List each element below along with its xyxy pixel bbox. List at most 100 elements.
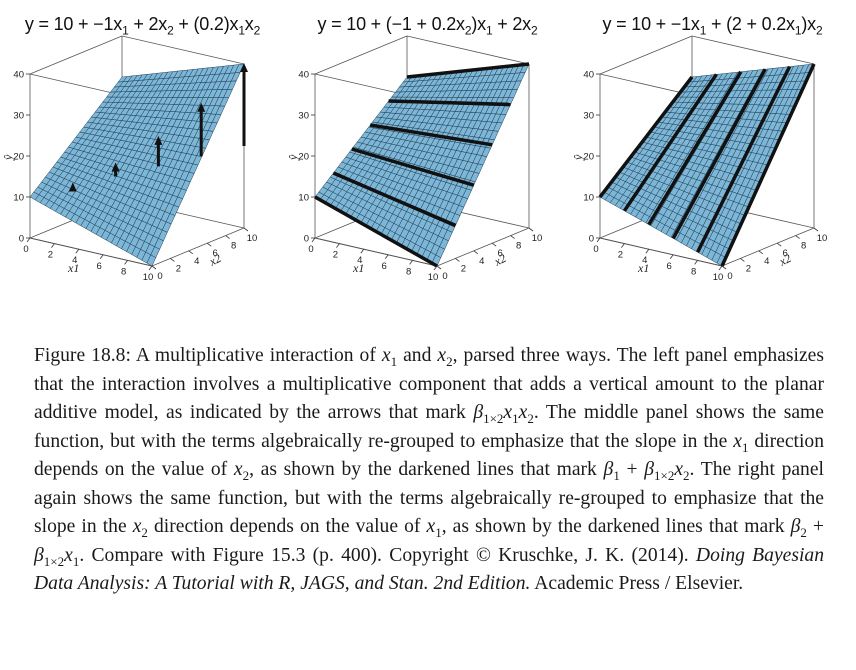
emphasis-marks bbox=[598, 63, 816, 267]
x2-tick bbox=[721, 265, 727, 270]
x1-tick bbox=[621, 243, 625, 248]
x2-tick-label: 2 bbox=[176, 263, 181, 274]
x2-tick-label: 2 bbox=[746, 263, 751, 274]
x2-tick bbox=[243, 227, 249, 232]
slope-line-x1 bbox=[332, 171, 457, 228]
figure-label: Figure 18.8: bbox=[34, 345, 131, 366]
x2-tick bbox=[813, 227, 819, 232]
slope-line-x1 bbox=[388, 99, 511, 107]
x2-tick bbox=[170, 258, 175, 262]
x2-tick-label: 8 bbox=[516, 241, 521, 252]
x2-tick-label: 0 bbox=[442, 271, 447, 282]
x2-tick bbox=[473, 250, 479, 255]
box-edge bbox=[599, 35, 693, 75]
slope-line-x2 bbox=[696, 65, 792, 253]
x1-tick bbox=[718, 265, 723, 271]
panel-title-right: y = 10 + −1x1 + (2 + 0.2x1)x2 bbox=[602, 14, 823, 38]
box-edge bbox=[406, 35, 530, 65]
x1-axis: 0 2 4 6 8 10 x1 bbox=[308, 237, 439, 283]
x2-tick-label: 2 bbox=[461, 263, 466, 274]
x2-tick bbox=[740, 258, 745, 262]
x2-tick bbox=[776, 242, 782, 247]
slope-line-x2 bbox=[671, 68, 767, 240]
x1-axis: 0 2 4 6 8 10 x1 bbox=[593, 237, 724, 283]
z-tick-label: 10 bbox=[13, 193, 24, 204]
x2-axis: 0 2 4 6 8 10 x2 bbox=[151, 227, 258, 282]
emphasis-marks bbox=[314, 62, 530, 268]
x2-tick-label: 4 bbox=[479, 256, 484, 267]
z-tick-label: 0 bbox=[589, 234, 594, 245]
z-tick-label: 0 bbox=[19, 234, 24, 245]
box-edge bbox=[29, 35, 123, 75]
x1-tick bbox=[360, 248, 365, 254]
z-axis: 0 10 20 30 40 ŷ bbox=[571, 70, 600, 245]
z-axis: 0 10 20 30 40 ŷ bbox=[1, 70, 30, 245]
z-axis: 0 10 20 30 40 ŷ bbox=[286, 70, 315, 245]
x1-tick bbox=[26, 237, 31, 243]
x1-tick bbox=[694, 260, 698, 265]
publisher: Academic Press / Elsevier. bbox=[534, 573, 744, 594]
box-edge bbox=[151, 227, 245, 267]
x2-tick-label: 6 bbox=[213, 248, 218, 259]
box-edge bbox=[314, 237, 438, 267]
x2-tick-label: 6 bbox=[783, 248, 788, 259]
x2-axis: 0 2 4 6 8 10 x2 bbox=[721, 227, 827, 282]
panel-right: y = 10 + −1x1 + (2 + 0.2x1)x2 0 10 20 30 40 ŷ… bbox=[570, 0, 855, 300]
z-tick-label: 30 bbox=[583, 111, 594, 122]
x1-tick-label: 4 bbox=[72, 255, 77, 266]
x2-axis-label: x2 bbox=[491, 251, 508, 269]
box-edge bbox=[121, 35, 245, 65]
x2-tick bbox=[491, 242, 497, 247]
x2-tick bbox=[436, 265, 442, 270]
emphasis-marks bbox=[68, 63, 248, 192]
arrowhead bbox=[197, 102, 206, 112]
box-edge bbox=[599, 237, 723, 267]
x1-tick-label: 0 bbox=[23, 244, 28, 255]
x1-tick-label: 2 bbox=[618, 250, 623, 261]
z-tick-label: 30 bbox=[298, 111, 309, 122]
x2-tick bbox=[188, 250, 194, 255]
x2-tick bbox=[758, 250, 764, 255]
x1-tick bbox=[51, 243, 55, 248]
z-tick-label: 20 bbox=[298, 152, 309, 163]
surface-mesh bbox=[599, 63, 815, 267]
arrowhead bbox=[68, 182, 77, 192]
x1-tick-label: 10 bbox=[428, 272, 439, 283]
panel-left: y = 10 + −1x1 + 2x2 + (0.2)x1x2 0 10 20 30 4… bbox=[0, 0, 285, 300]
z-axis-label: ŷ bbox=[286, 154, 300, 161]
slope-line-x1 bbox=[351, 147, 475, 187]
panel-title-left: y = 10 + −1x1 + 2x2 + (0.2)x1x2 bbox=[24, 14, 261, 38]
x2-tick-label: 8 bbox=[231, 241, 236, 252]
z-tick-label: 20 bbox=[13, 152, 24, 163]
arrowhead bbox=[111, 162, 120, 172]
copyright: Copyright © Kruschke, J. K. (2014). bbox=[389, 544, 689, 566]
x2-axis-label: x2 bbox=[206, 251, 223, 269]
figure-caption: Figure 18.8: A multiplicative interactio… bbox=[34, 345, 824, 594]
slope-line-x1 bbox=[369, 123, 493, 147]
arrowhead bbox=[154, 135, 163, 145]
x2-tick bbox=[455, 258, 460, 262]
x1-tick-label: 6 bbox=[97, 261, 102, 272]
z-tick-label: 30 bbox=[13, 111, 24, 122]
z-tick-label: 10 bbox=[298, 193, 309, 204]
panel-title-middle: y = 10 + (−1 + 0.2x2)x1 + 2x2 bbox=[317, 14, 538, 38]
arrowhead bbox=[240, 63, 248, 72]
x2-tick-label: 10 bbox=[247, 233, 258, 244]
figure-panels: y = 10 + −1x1 + 2x2 + (0.2)x1x2 0 10 20 30 4… bbox=[0, 0, 856, 300]
z-axis-label: ŷ bbox=[571, 154, 585, 161]
x1-axis-label: x1 bbox=[67, 261, 79, 275]
z-tick-label: 40 bbox=[13, 70, 24, 81]
z-tick-label: 40 bbox=[298, 70, 309, 81]
x2-tick bbox=[795, 235, 800, 239]
x1-tick-label: 10 bbox=[713, 272, 724, 283]
panel-middle: y = 10 + (−1 + 0.2x2)x1 + 2x2 0 10 20 30 40 ŷ… bbox=[285, 0, 570, 300]
x2-tick-label: 4 bbox=[764, 256, 769, 267]
z-tick-label: 20 bbox=[583, 152, 594, 163]
x1-tick-label: 8 bbox=[406, 266, 411, 277]
x1-tick bbox=[148, 265, 153, 271]
slope-line-x2 bbox=[720, 63, 816, 267]
slope-line-x2 bbox=[622, 73, 718, 212]
